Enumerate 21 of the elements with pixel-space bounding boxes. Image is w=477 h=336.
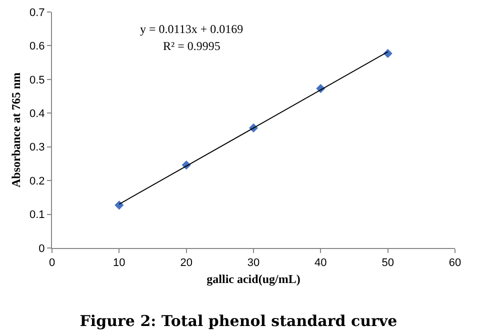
annotation: y = 0.0113x + 0.0169	[140, 22, 244, 36]
y-tick-label: 0.1	[30, 209, 45, 222]
y-tick-label: 0.4	[30, 108, 45, 120]
y-tick-label: 0.5	[30, 74, 45, 86]
x-tick-label: 20	[180, 257, 192, 270]
x-tick-label: 40	[314, 257, 327, 270]
y-tick-label: 0	[38, 242, 45, 255]
point	[114, 200, 124, 210]
x-tick-label: 50	[382, 257, 394, 270]
y-tick-label: 0.7	[30, 6, 45, 19]
x-axis-title: gallic acid(ug/mL)	[206, 272, 300, 286]
text: Figure 2: Total phenol standard curve	[80, 312, 398, 330]
x-tick-label: 10	[113, 257, 126, 270]
x-tick-label: 60	[448, 257, 462, 270]
y-tick-label: 0.3	[30, 142, 45, 154]
annotation: R² = 0.9995	[163, 39, 220, 53]
y-axis-title: Absorbance at 765 nm	[8, 72, 23, 188]
x-tick-label: 30	[247, 257, 260, 270]
y-tick-label: 0.6	[30, 40, 45, 53]
y-tick-label: 0.2	[30, 175, 45, 188]
x-tick-label: 0	[48, 257, 56, 270]
